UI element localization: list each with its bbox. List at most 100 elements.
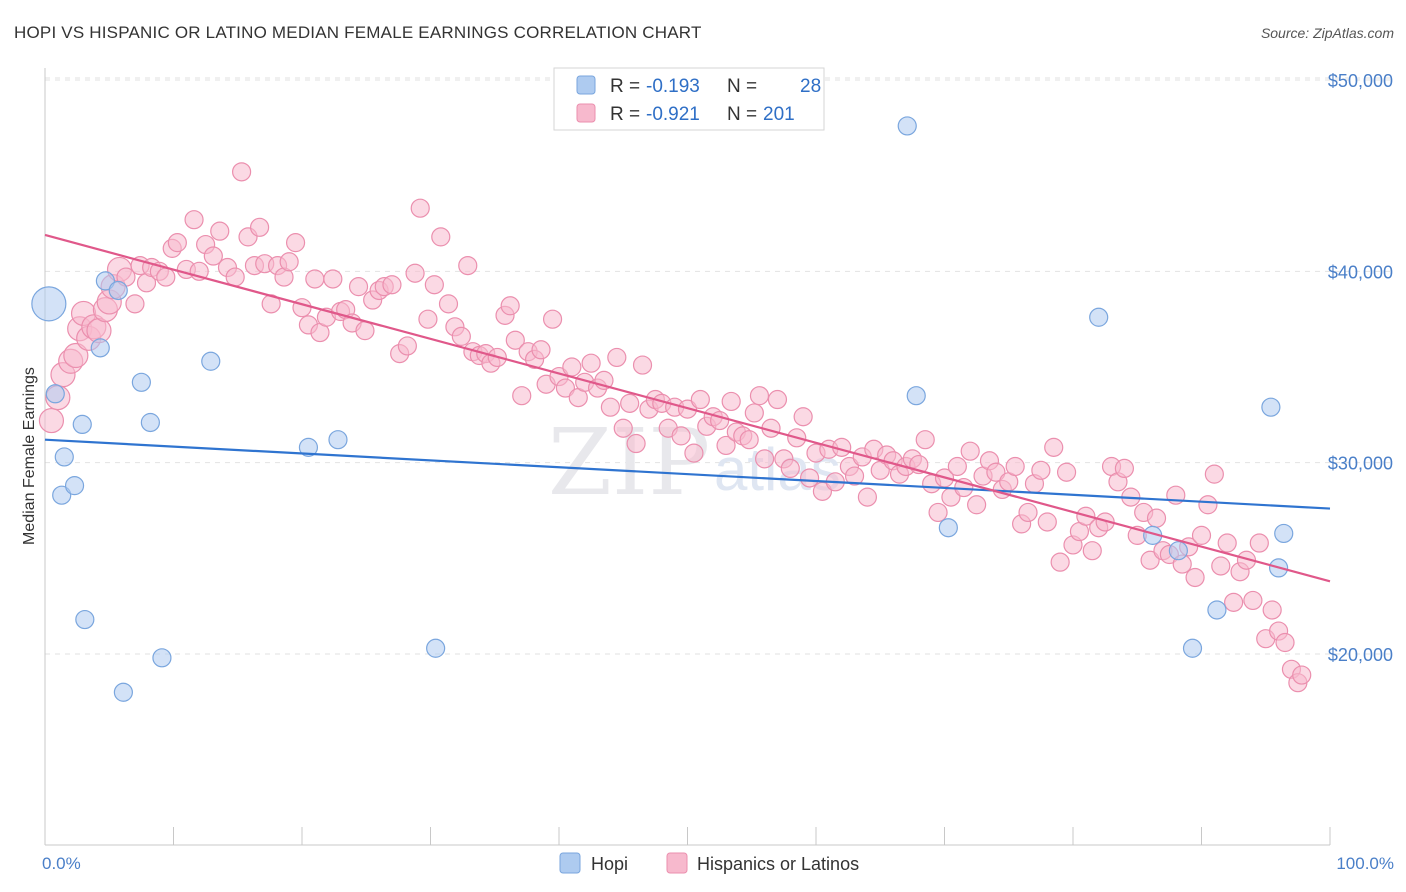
hopi-point xyxy=(1168,541,1188,561)
hopi-point xyxy=(201,351,221,371)
hispanic-trend-line xyxy=(44,233,1331,583)
axes xyxy=(44,68,1331,846)
hispanic-point xyxy=(1056,462,1077,482)
hispanic-point xyxy=(739,430,759,450)
legend-n-label-hispanic: N = xyxy=(727,104,757,125)
hispanic-point xyxy=(531,340,551,360)
correlation-legend: R = -0.193 N = 28 R = -0.921 N = 201 xyxy=(553,67,825,131)
hopi-trend-line xyxy=(44,438,1331,510)
hispanic-point xyxy=(607,347,627,368)
hispanic-point xyxy=(167,233,187,253)
hispanic-point xyxy=(63,342,89,369)
hispanic-point xyxy=(780,458,800,479)
hispanic-point xyxy=(1262,600,1282,620)
hispanic-point xyxy=(1211,556,1231,576)
y-tick-label: $40,000 xyxy=(1328,262,1393,282)
hopi-point xyxy=(52,485,72,505)
hopi-point xyxy=(45,384,65,404)
hispanic-point xyxy=(279,252,299,272)
hispanic-point xyxy=(285,233,306,253)
hopi-point xyxy=(1261,397,1281,417)
hispanic-point xyxy=(613,418,633,438)
hispanic-point xyxy=(505,330,525,350)
hispanic-point xyxy=(562,357,582,377)
hopi-point xyxy=(897,116,917,136)
hispanic-point xyxy=(632,355,653,375)
hispanic-point xyxy=(156,267,176,287)
hopi-point xyxy=(31,286,67,322)
hispanic-point xyxy=(600,397,621,417)
hispanic-point xyxy=(203,246,223,266)
hispanic-point xyxy=(431,227,451,247)
legend-r-label-hopi: R = xyxy=(610,76,640,97)
legend-n-label-hopi: N = xyxy=(727,76,757,97)
hopi-point xyxy=(113,682,133,702)
hopi-point xyxy=(1207,600,1227,620)
hispanic-point xyxy=(249,217,270,237)
hispanic-point xyxy=(1005,456,1025,477)
hispanic-point xyxy=(232,162,252,182)
hopi-point xyxy=(426,638,446,658)
hispanic-point xyxy=(355,321,375,341)
hopi-point xyxy=(54,447,74,467)
hispanic-point xyxy=(1204,464,1224,484)
legend-n-value-hispanic: 201 xyxy=(763,104,795,125)
hispanic-point xyxy=(1140,550,1160,570)
hispanic-point xyxy=(1082,541,1102,561)
y-tick-label: $30,000 xyxy=(1328,454,1393,474)
hispanic-point xyxy=(382,275,402,295)
hispanic-point xyxy=(397,336,417,356)
hopi-point xyxy=(108,280,128,301)
hopi-point xyxy=(95,271,115,291)
hispanic-point xyxy=(184,210,204,230)
hispanic-point xyxy=(305,269,325,289)
legend-bottom-label-hopi: Hopi xyxy=(591,854,628,874)
hopi-point xyxy=(906,386,926,406)
hispanic-point xyxy=(1114,458,1135,479)
hispanic-point xyxy=(581,353,601,373)
hispanic-point xyxy=(323,269,343,289)
y-tick-label: $20,000 xyxy=(1328,645,1393,665)
hopi-point xyxy=(1182,638,1203,658)
hispanic-point xyxy=(690,389,710,410)
hispanic-point xyxy=(626,433,646,454)
hispanic-point xyxy=(1146,508,1167,528)
hispanic-point xyxy=(754,449,775,469)
legend-r-value-hispanic: -0.921 xyxy=(646,104,700,125)
hispanic-point xyxy=(410,198,430,218)
hispanic-point xyxy=(1018,502,1038,523)
legend-swatch-hispanic xyxy=(576,103,596,123)
hispanic-point xyxy=(1198,495,1218,515)
series-legend: Hopi Hispanics or Latinos xyxy=(559,852,859,874)
legend-r-value-hopi: -0.193 xyxy=(646,76,700,97)
hispanic-point xyxy=(799,468,820,488)
y-tick-label: $50,000 xyxy=(1328,71,1393,91)
hispanic-point xyxy=(1185,567,1205,588)
hopi-point xyxy=(131,372,151,392)
hispanic-point xyxy=(1224,592,1244,612)
hispanic-point xyxy=(967,495,987,515)
source-label: Source: ZipAtlas.com xyxy=(1261,25,1394,41)
hispanic-point xyxy=(947,456,967,477)
hispanic-point xyxy=(1044,437,1064,457)
y-axis-label: Median Female Earnings xyxy=(21,367,38,545)
hopi-point xyxy=(75,609,95,630)
trend-lines xyxy=(44,233,1331,583)
hispanic-point xyxy=(418,309,438,329)
hispanic-point xyxy=(767,389,788,410)
hispanic-point xyxy=(960,441,980,461)
hispanic-point xyxy=(500,296,520,316)
hopi-point xyxy=(1089,307,1109,327)
hispanic-point xyxy=(125,294,145,314)
hispanic-point xyxy=(225,267,245,287)
hispanic-point xyxy=(512,386,532,406)
hispanic-point xyxy=(1050,552,1070,572)
hispanic-point xyxy=(555,378,576,398)
legend-r-label-hispanic: R = xyxy=(610,104,640,125)
hispanic-point xyxy=(844,466,865,486)
hopi-point xyxy=(64,476,85,496)
hispanic-point xyxy=(928,502,948,523)
hispanic-point xyxy=(1037,512,1057,532)
hopi-point xyxy=(90,338,110,358)
hispanic-point xyxy=(405,263,425,283)
